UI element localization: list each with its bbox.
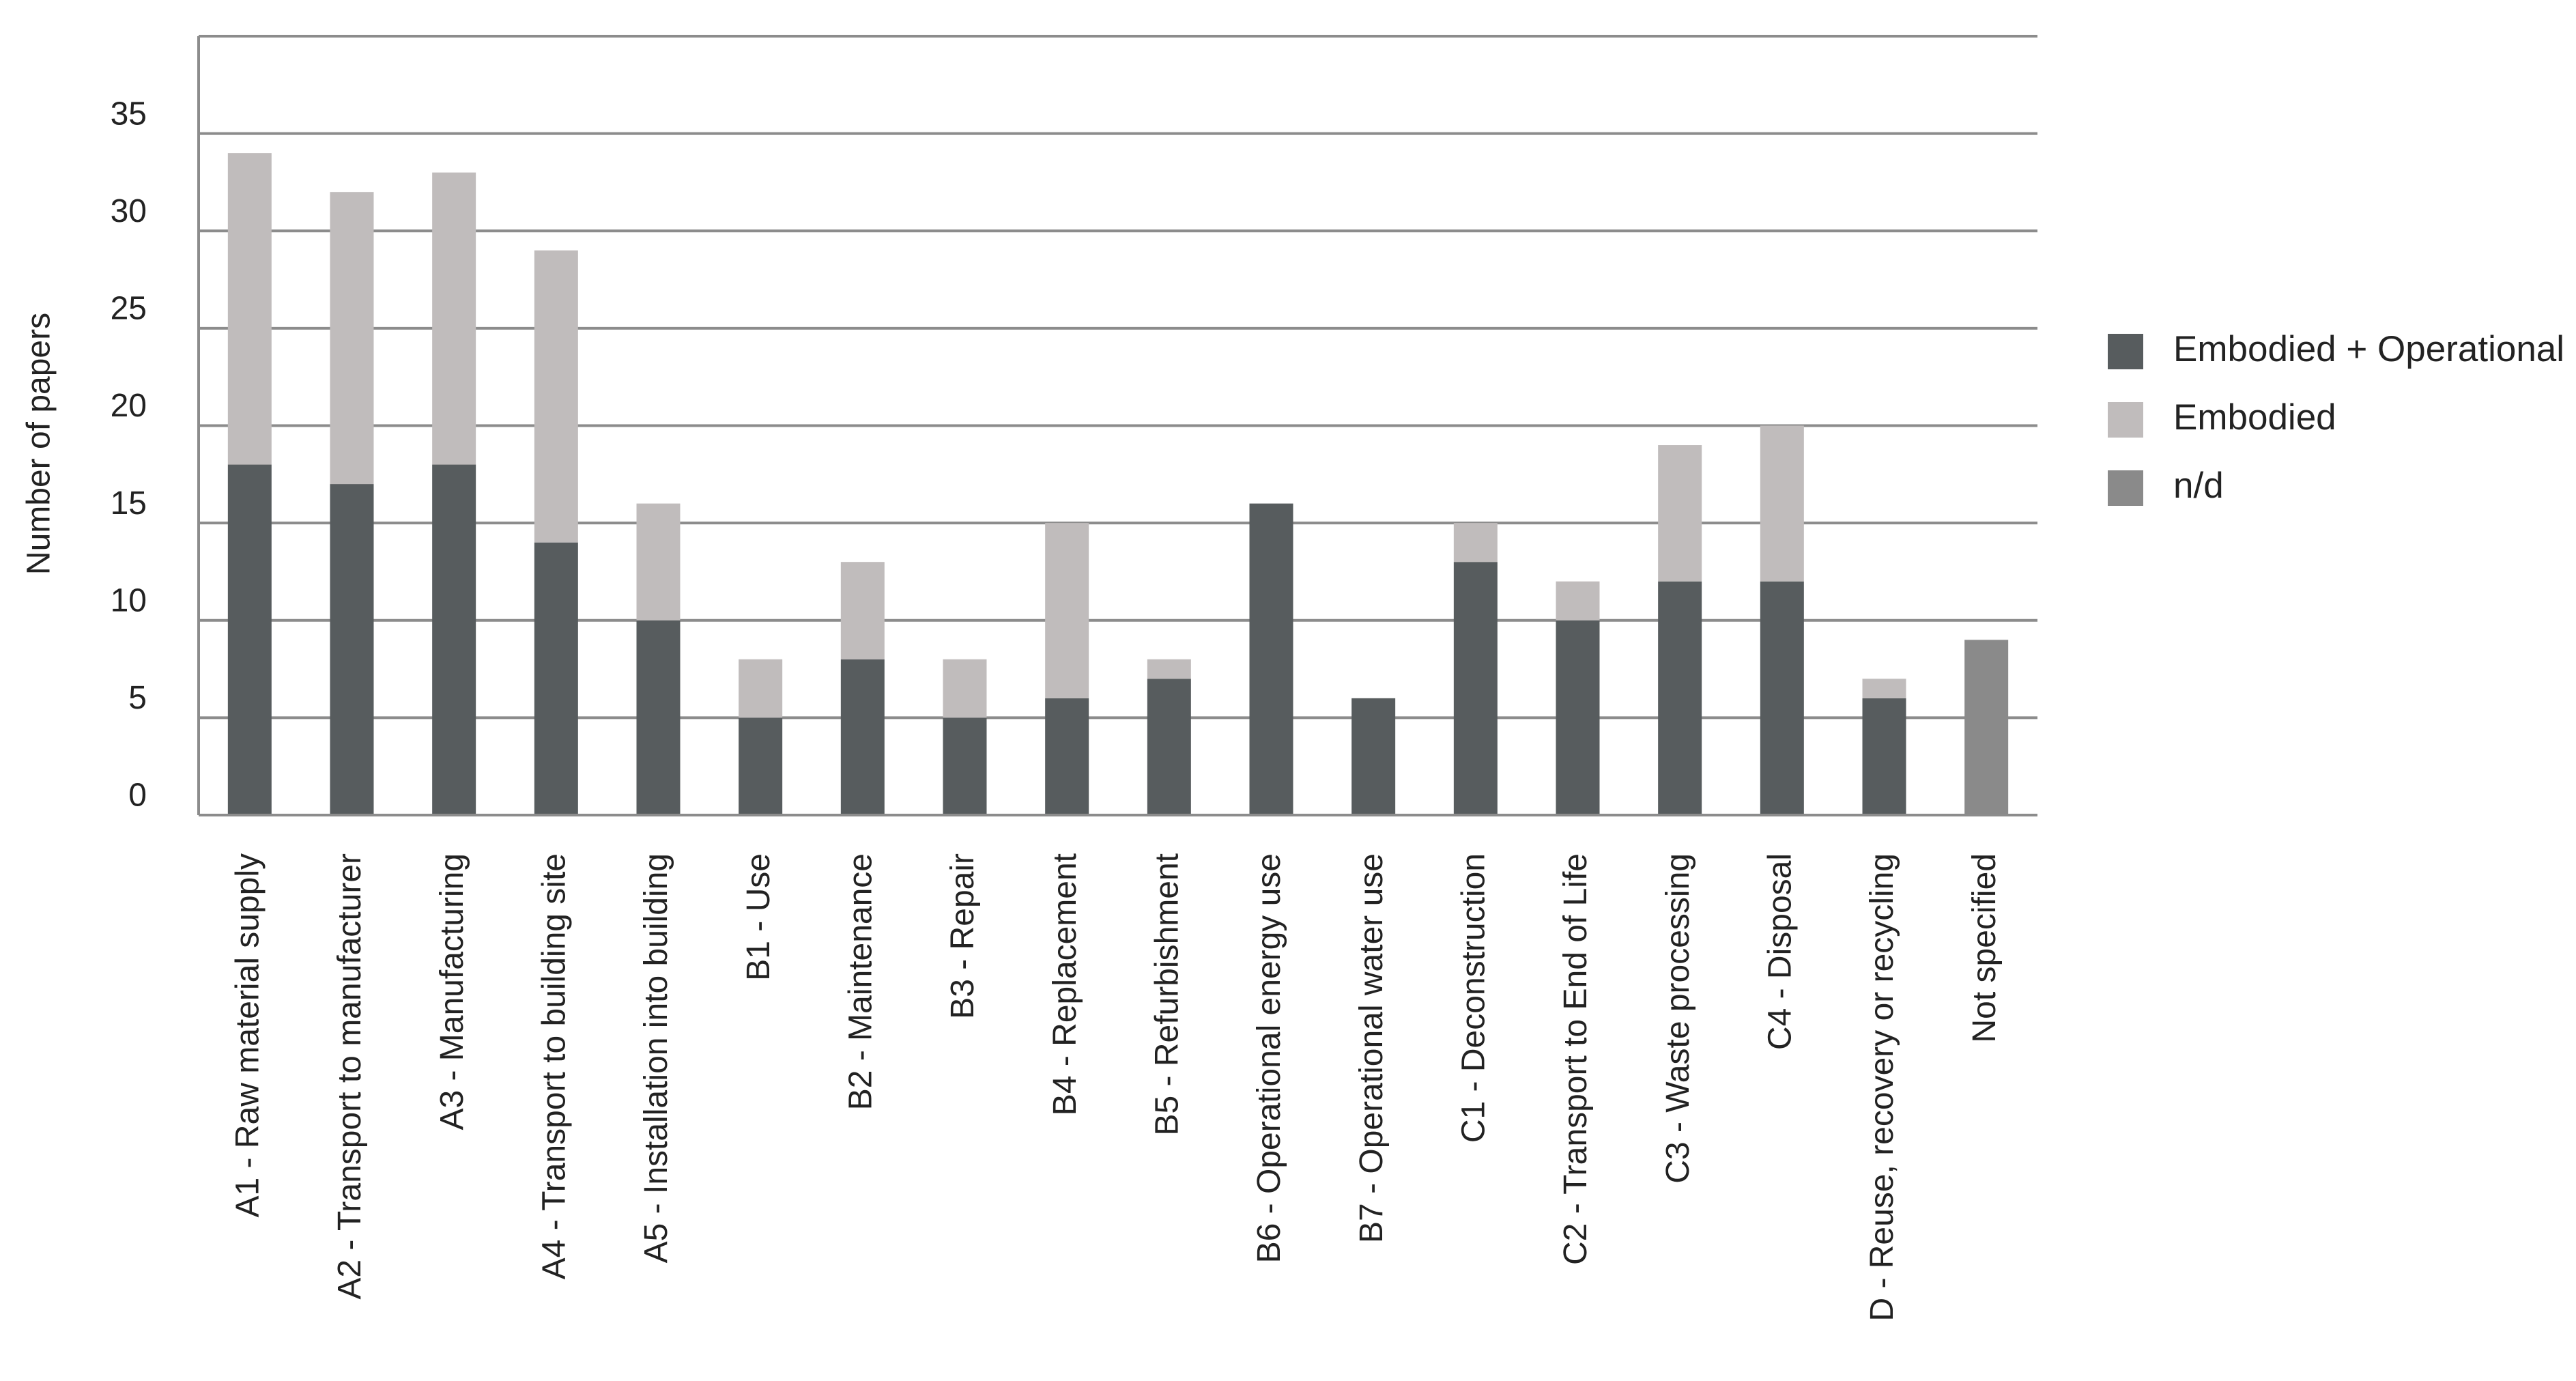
bar-segment [636, 503, 681, 621]
x-tick-label: B2 - Maintenance [843, 853, 879, 1110]
bar-segment [840, 562, 885, 659]
bar-segment [840, 659, 885, 815]
x-tick-label: B6 - Operational energy use [1251, 853, 1287, 1263]
bar-segment [330, 192, 374, 485]
legend-swatch [2108, 334, 2143, 369]
bar-segment [534, 250, 578, 543]
bar-segment [1862, 679, 1906, 698]
bar-segment [1045, 523, 1089, 698]
legend-swatch [2108, 402, 2143, 438]
x-tick-label: A2 - Transport to manufacturer [332, 853, 368, 1300]
legend-label: Embodied + Operational [2173, 329, 2564, 369]
bar-segment [534, 542, 578, 815]
bar-segment [1351, 698, 1396, 815]
x-tick-label: B5 - Refurbishment [1149, 853, 1186, 1136]
x-tick-label: B1 - Use [741, 853, 777, 981]
y-tick-label: 20 [111, 388, 147, 424]
bar-segment [943, 659, 987, 718]
y-tick-label: 10 [111, 582, 147, 618]
y-tick-label: 25 [111, 291, 147, 327]
x-tick-label: Not specified [1966, 853, 2003, 1042]
x-tick-label: A3 - Manufacturing [434, 853, 470, 1130]
x-tick-label: C3 - Waste processing [1660, 853, 1696, 1184]
y-axis-title: Number of papers [21, 313, 57, 575]
x-tick-label: A4 - Transport to building site [536, 853, 573, 1279]
y-tick-label: 15 [111, 485, 147, 522]
bar-segment [943, 717, 987, 815]
x-tick-label: A1 - Raw material supply [230, 853, 266, 1218]
bar-segment [1862, 698, 1906, 815]
bar-segment [227, 153, 272, 465]
bar-segment [1453, 562, 1498, 815]
bar-segment [1760, 425, 1804, 582]
bar-segment [1147, 679, 1191, 815]
x-tick-label: B4 - Replacement [1047, 853, 1083, 1115]
y-tick-label: 30 [111, 193, 147, 229]
x-tick-label: C4 - Disposal [1762, 853, 1799, 1050]
bar-segment [1658, 445, 1702, 582]
bar-segment [636, 620, 681, 815]
bar-segment [1453, 523, 1498, 563]
bar-segment [739, 659, 783, 718]
bar-segment [1249, 503, 1293, 815]
bar-segment [1964, 640, 2009, 815]
bar-segment [432, 172, 476, 465]
bar-segment [1045, 698, 1089, 815]
bar-segment [739, 717, 783, 815]
legend-label: Embodied [2173, 397, 2336, 438]
x-tick-label: D - Reuse, recovery or recycling [1864, 853, 1900, 1322]
x-tick-label: B3 - Repair [945, 853, 981, 1019]
bar-segment [1147, 659, 1191, 679]
bar-segment [1658, 581, 1702, 815]
x-tick-label: B7 - Operational water use [1354, 853, 1390, 1243]
x-tick-label: A5 - Installation into building [638, 853, 674, 1263]
y-tick-label: 5 [128, 680, 147, 716]
bar-segment [432, 464, 476, 815]
x-tick-label: C2 - Transport to End of Life [1558, 853, 1594, 1265]
y-tick-label: 35 [111, 96, 147, 132]
legend-swatch [2108, 470, 2143, 506]
x-tick-label: C1 - Deconstruction [1456, 853, 1492, 1143]
bar-segment [227, 464, 272, 815]
bar-segment [1556, 620, 1600, 815]
bar-segment [330, 484, 374, 815]
bar-segment [1556, 581, 1600, 621]
y-tick-label: 0 [128, 778, 147, 814]
bar-segment [1760, 581, 1804, 815]
legend-label: n/d [2173, 466, 2224, 506]
